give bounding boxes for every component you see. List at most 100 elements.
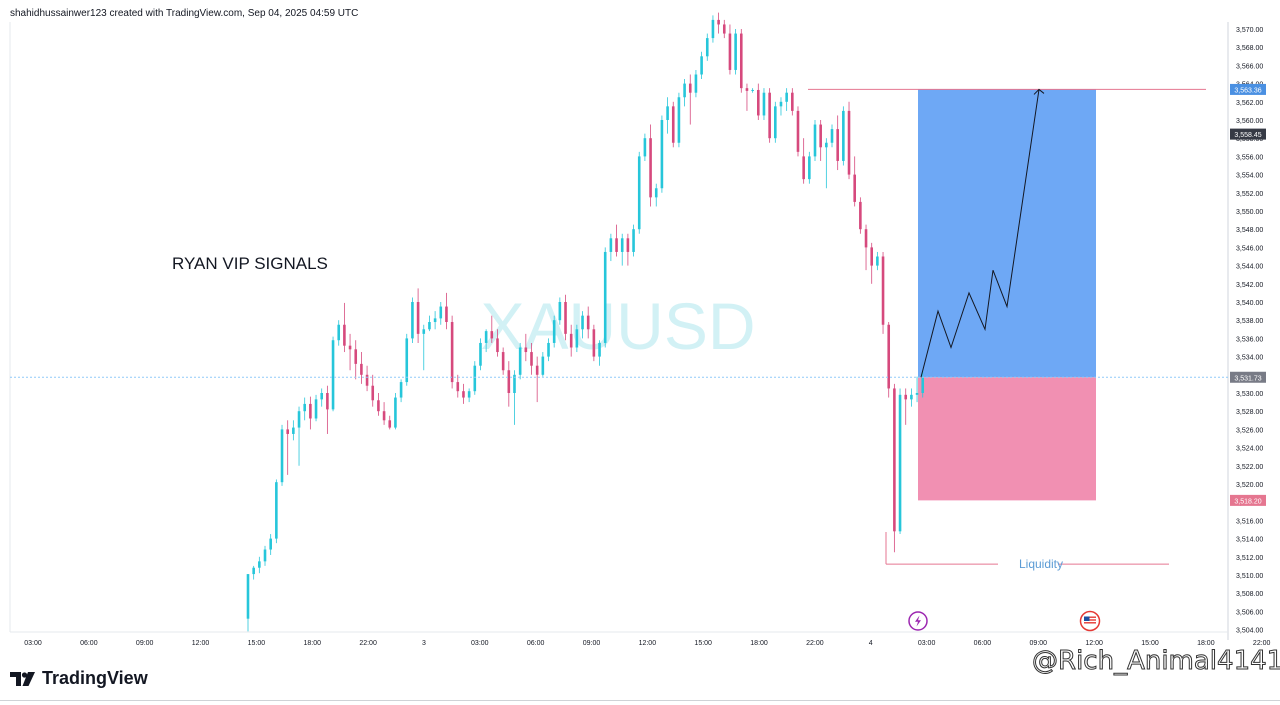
candle[interactable]	[813, 124, 817, 157]
candle[interactable]	[360, 363, 363, 375]
candle[interactable]	[802, 156, 805, 180]
candle[interactable]	[910, 394, 913, 400]
candle[interactable]	[694, 74, 698, 93]
candle[interactable]	[830, 129, 834, 143]
candle[interactable]	[428, 322, 431, 330]
candle[interactable]	[643, 138, 647, 157]
candle[interactable]	[870, 247, 873, 266]
candle[interactable]	[269, 538, 272, 550]
candle[interactable]	[337, 324, 341, 341]
candle[interactable]	[518, 347, 522, 375]
candle[interactable]	[683, 83, 686, 98]
candle[interactable]	[280, 429, 284, 483]
candle[interactable]	[671, 106, 675, 143]
candle[interactable]	[728, 33, 732, 70]
candle[interactable]	[898, 394, 902, 532]
candle[interactable]	[297, 411, 301, 428]
candle[interactable]	[371, 385, 375, 401]
candle[interactable]	[416, 302, 420, 334]
profit-zone[interactable]	[918, 89, 1096, 378]
candle[interactable]	[462, 391, 465, 398]
candle[interactable]	[768, 92, 771, 139]
candle[interactable]	[722, 24, 726, 34]
candle[interactable]	[535, 365, 539, 375]
candle[interactable]	[847, 110, 851, 175]
candle[interactable]	[700, 56, 703, 75]
candle[interactable]	[292, 427, 295, 434]
candle[interactable]	[859, 201, 862, 230]
candle[interactable]	[688, 83, 692, 93]
candle[interactable]	[399, 382, 403, 398]
candle[interactable]	[853, 174, 856, 202]
candle[interactable]	[717, 19, 720, 25]
candle[interactable]	[422, 329, 426, 334]
candle[interactable]	[552, 320, 556, 343]
candle[interactable]	[598, 342, 601, 357]
candle[interactable]	[541, 356, 545, 375]
candle[interactable]	[774, 106, 777, 139]
candle[interactable]	[757, 89, 760, 116]
projection-line[interactable]	[920, 89, 1040, 378]
loss-zone[interactable]	[918, 377, 1096, 501]
candle[interactable]	[592, 329, 596, 357]
candle[interactable]	[620, 238, 624, 252]
candle[interactable]	[745, 88, 749, 91]
candle[interactable]	[785, 92, 788, 102]
candle[interactable]	[354, 349, 358, 364]
candle[interactable]	[388, 420, 392, 428]
candle[interactable]	[433, 318, 437, 323]
candle[interactable]	[258, 561, 261, 568]
candle[interactable]	[348, 345, 352, 350]
candle[interactable]	[921, 377, 925, 393]
candle[interactable]	[893, 388, 896, 532]
candle[interactable]	[439, 306, 443, 319]
candle[interactable]	[881, 256, 885, 325]
candle[interactable]	[252, 567, 255, 575]
candle[interactable]	[791, 92, 794, 111]
candle[interactable]	[819, 124, 822, 148]
candle[interactable]	[603, 251, 607, 343]
candle[interactable]	[876, 256, 879, 266]
candle[interactable]	[666, 106, 669, 120]
candle[interactable]	[632, 229, 635, 252]
candle[interactable]	[507, 370, 511, 393]
candle[interactable]	[479, 342, 482, 366]
candle[interactable]	[836, 129, 839, 161]
candle[interactable]	[473, 365, 477, 392]
candle[interactable]	[275, 482, 278, 539]
candle[interactable]	[904, 394, 908, 400]
candle[interactable]	[654, 188, 658, 198]
candle[interactable]	[467, 391, 471, 398]
candle[interactable]	[326, 393, 329, 410]
candle[interactable]	[314, 399, 318, 419]
candle[interactable]	[751, 89, 754, 91]
candle[interactable]	[343, 324, 346, 346]
candle[interactable]	[626, 238, 630, 252]
candle[interactable]	[303, 403, 306, 412]
candle[interactable]	[405, 338, 409, 383]
candle[interactable]	[450, 322, 454, 383]
candle[interactable]	[842, 110, 845, 161]
candle[interactable]	[575, 329, 579, 348]
candle[interactable]	[734, 33, 737, 70]
candle[interactable]	[246, 574, 250, 619]
candle[interactable]	[490, 331, 494, 339]
candle[interactable]	[660, 120, 664, 189]
candle[interactable]	[547, 342, 550, 357]
candle[interactable]	[377, 400, 380, 412]
candle[interactable]	[677, 97, 681, 143]
candle[interactable]	[864, 229, 868, 248]
candle[interactable]	[530, 352, 533, 366]
candle[interactable]	[762, 92, 766, 116]
candle[interactable]	[331, 340, 335, 410]
candle[interactable]	[484, 331, 488, 343]
candle[interactable]	[524, 347, 528, 353]
candle[interactable]	[739, 33, 743, 89]
candle[interactable]	[411, 302, 414, 339]
candle[interactable]	[365, 374, 369, 386]
candle[interactable]	[320, 393, 324, 400]
candle[interactable]	[586, 315, 590, 330]
candle[interactable]	[445, 306, 448, 323]
candle[interactable]	[309, 403, 312, 419]
